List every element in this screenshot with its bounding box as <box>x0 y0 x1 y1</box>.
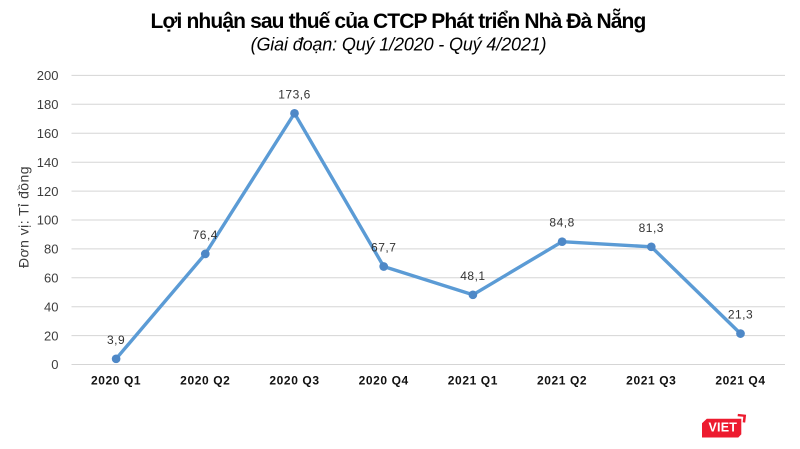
svg-text:2020 Q1: 2020 Q1 <box>91 373 141 387</box>
svg-text:0: 0 <box>51 357 58 372</box>
svg-text:80: 80 <box>44 242 58 257</box>
svg-text:2020 Q4: 2020 Q4 <box>359 373 409 387</box>
svg-text:140: 140 <box>37 155 59 170</box>
svg-text:67,7: 67,7 <box>371 241 396 255</box>
svg-text:81,3: 81,3 <box>639 221 664 235</box>
svg-text:VIET: VIET <box>709 421 738 435</box>
svg-text:3,9: 3,9 <box>107 333 125 347</box>
svg-text:Lợi nhuận sau thuế của CTCP Ph: Lợi nhuận sau thuế của CTCP Phát triển N… <box>151 9 646 33</box>
svg-text:160: 160 <box>37 126 59 141</box>
svg-text:2021 Q1: 2021 Q1 <box>448 373 498 387</box>
svg-text:20: 20 <box>44 328 58 343</box>
svg-text:Đơn vị: Tỉ đồng: Đơn vị: Tỉ đồng <box>16 166 32 268</box>
svg-text:2020 Q3: 2020 Q3 <box>269 373 319 387</box>
svg-text:180: 180 <box>37 97 59 112</box>
svg-text:(Giai đoạn: Quý 1/2020 - Quý 4: (Giai đoạn: Quý 1/2020 - Quý 4/2021) <box>251 35 547 55</box>
svg-text:2020 Q2: 2020 Q2 <box>180 373 230 387</box>
svg-text:84,8: 84,8 <box>549 216 574 230</box>
svg-text:60: 60 <box>44 271 58 286</box>
svg-text:120: 120 <box>37 184 59 199</box>
svg-text:21,3: 21,3 <box>728 308 753 322</box>
svg-text:2021 Q2: 2021 Q2 <box>537 373 587 387</box>
svg-text:173,6: 173,6 <box>278 87 311 101</box>
svg-text:2021 Q4: 2021 Q4 <box>715 373 765 387</box>
svg-text:40: 40 <box>44 299 58 314</box>
svg-text:76,4: 76,4 <box>193 228 218 242</box>
svg-text:200: 200 <box>37 68 59 83</box>
svg-text:48,1: 48,1 <box>460 269 485 283</box>
svg-text:100: 100 <box>37 213 59 228</box>
svg-text:2021 Q3: 2021 Q3 <box>626 373 676 387</box>
